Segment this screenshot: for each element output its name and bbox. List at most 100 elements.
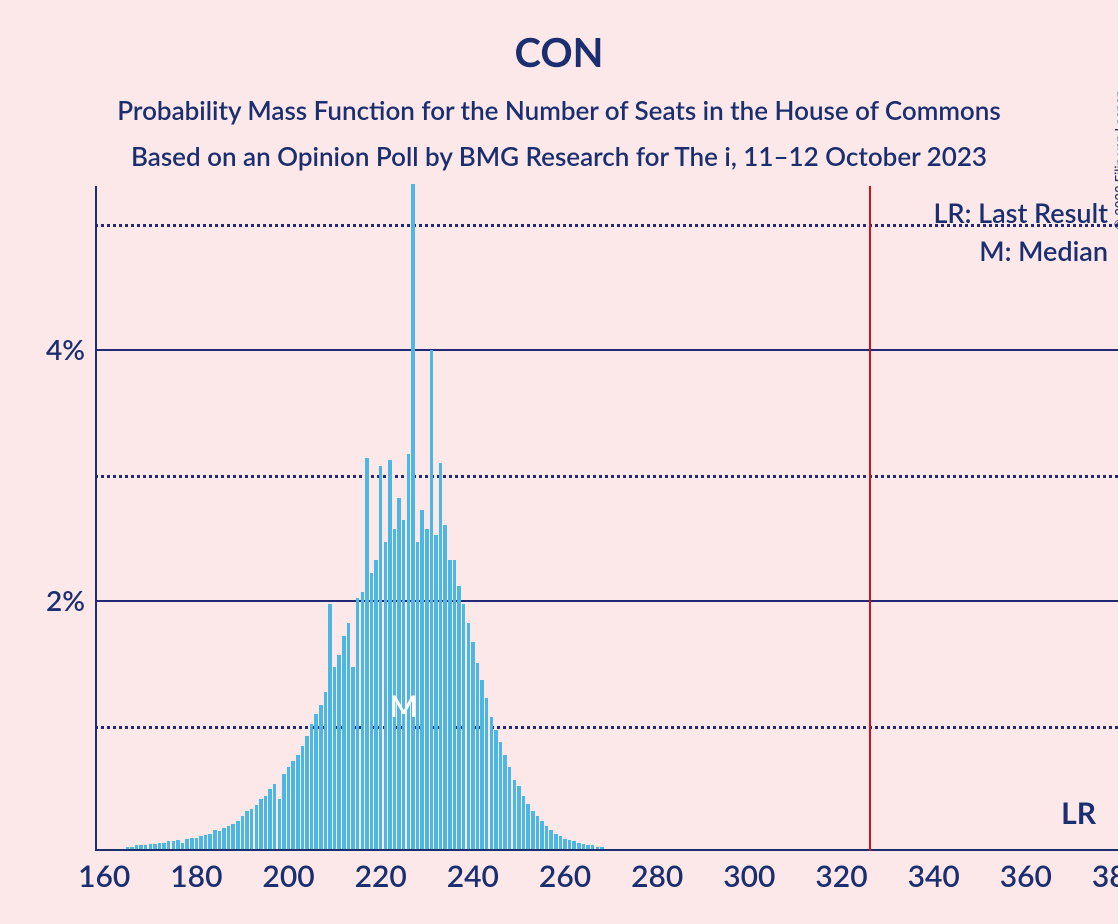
pmf-bar bbox=[139, 845, 143, 849]
pmf-bar bbox=[453, 560, 457, 849]
pmf-bar bbox=[333, 667, 337, 849]
pmf-bar bbox=[563, 839, 567, 849]
pmf-bar bbox=[411, 184, 415, 849]
last-result-label: LR bbox=[1061, 795, 1096, 831]
pmf-bar bbox=[227, 826, 231, 849]
pmf-bar bbox=[526, 804, 530, 849]
pmf-bar bbox=[185, 839, 189, 849]
pmf-bar bbox=[158, 843, 162, 849]
gridline-minor bbox=[95, 475, 1118, 478]
pmf-bar bbox=[549, 830, 553, 849]
pmf-bar bbox=[356, 598, 360, 849]
pmf-bar bbox=[172, 841, 176, 849]
x-tick-label: 180 bbox=[170, 858, 222, 894]
pmf-bar bbox=[310, 724, 314, 849]
chart-container: LR: Last ResultM: MedianMLR 2%4%16018020… bbox=[30, 186, 1118, 886]
pmf-bar bbox=[568, 840, 572, 849]
pmf-bar bbox=[190, 838, 194, 849]
x-tick-label: 220 bbox=[355, 858, 407, 894]
pmf-bar bbox=[282, 774, 286, 849]
pmf-bar bbox=[314, 714, 318, 850]
pmf-bar bbox=[439, 463, 443, 849]
pmf-bar bbox=[361, 592, 365, 849]
pmf-bar bbox=[305, 736, 309, 849]
pmf-bar bbox=[153, 844, 157, 849]
pmf-bar bbox=[236, 821, 240, 849]
pmf-bar bbox=[287, 767, 291, 849]
pmf-bar bbox=[337, 655, 341, 849]
x-tick-label: 300 bbox=[723, 858, 775, 894]
pmf-bar bbox=[374, 560, 378, 849]
pmf-bar bbox=[572, 841, 576, 849]
pmf-bar bbox=[508, 767, 512, 849]
pmf-bar bbox=[536, 816, 540, 849]
pmf-bar bbox=[199, 836, 203, 849]
pmf-bar bbox=[181, 843, 185, 849]
chart-title: CON bbox=[0, 0, 1118, 76]
pmf-bar bbox=[591, 845, 595, 849]
pmf-bar bbox=[365, 458, 369, 849]
pmf-bar bbox=[296, 755, 300, 849]
pmf-bar bbox=[264, 796, 268, 849]
pmf-bar bbox=[218, 831, 222, 849]
pmf-bar bbox=[222, 828, 226, 849]
pmf-bar bbox=[485, 698, 489, 849]
chart-subtitle-1: Probability Mass Function for the Number… bbox=[0, 76, 1118, 126]
pmf-bar bbox=[503, 755, 507, 849]
x-tick-label: 380 bbox=[1092, 858, 1118, 894]
pmf-bar bbox=[245, 811, 249, 849]
last-result-line bbox=[869, 186, 871, 851]
x-axis bbox=[95, 849, 1118, 851]
pmf-bar bbox=[291, 761, 295, 849]
pmf-bar bbox=[384, 542, 388, 849]
plot-area: LR: Last ResultM: MedianMLR bbox=[95, 186, 1118, 851]
pmf-bar bbox=[370, 573, 374, 849]
pmf-bar bbox=[499, 742, 503, 849]
pmf-bar bbox=[347, 623, 351, 849]
pmf-bar bbox=[397, 498, 401, 849]
pmf-bar bbox=[480, 680, 484, 849]
pmf-bar bbox=[255, 805, 259, 849]
pmf-bar bbox=[250, 809, 254, 849]
pmf-bar bbox=[540, 821, 544, 849]
pmf-bar bbox=[301, 746, 305, 849]
pmf-bar bbox=[204, 835, 208, 849]
pmf-bar bbox=[490, 717, 494, 849]
pmf-bar bbox=[241, 816, 245, 849]
pmf-bar bbox=[407, 454, 411, 849]
chart-subtitle-2: Based on an Opinion Poll by BMG Research… bbox=[0, 126, 1118, 172]
pmf-bar bbox=[494, 730, 498, 849]
pmf-bar bbox=[144, 845, 148, 849]
pmf-bar bbox=[231, 824, 235, 849]
pmf-bar bbox=[522, 796, 526, 849]
pmf-bar bbox=[517, 786, 521, 849]
pmf-bar bbox=[126, 847, 130, 850]
x-tick-label: 360 bbox=[1000, 858, 1052, 894]
gridline-minor bbox=[95, 726, 1118, 729]
pmf-bar bbox=[167, 841, 171, 849]
x-tick-label: 260 bbox=[539, 858, 591, 894]
pmf-bar bbox=[259, 799, 263, 849]
pmf-bar bbox=[600, 847, 604, 850]
pmf-bar bbox=[351, 667, 355, 849]
pmf-bar bbox=[162, 843, 166, 849]
x-tick-label: 160 bbox=[78, 858, 130, 894]
y-axis bbox=[95, 186, 97, 851]
pmf-bar bbox=[434, 535, 438, 849]
pmf-bar bbox=[208, 834, 212, 849]
pmf-bar bbox=[420, 510, 424, 849]
pmf-bar bbox=[176, 840, 180, 849]
legend-median: M: Median bbox=[979, 234, 1108, 267]
pmf-bar bbox=[448, 560, 452, 849]
x-tick-label: 340 bbox=[908, 858, 960, 894]
pmf-bar bbox=[467, 623, 471, 849]
legend-lr: LR: Last Result bbox=[933, 196, 1108, 229]
pmf-bar bbox=[324, 692, 328, 849]
pmf-bar bbox=[443, 525, 447, 849]
x-tick-label: 240 bbox=[447, 858, 499, 894]
pmf-bar bbox=[554, 834, 558, 849]
gridline-major bbox=[95, 349, 1118, 351]
x-tick-label: 320 bbox=[815, 858, 867, 894]
gridline-major bbox=[95, 600, 1118, 602]
pmf-bar bbox=[135, 845, 139, 849]
